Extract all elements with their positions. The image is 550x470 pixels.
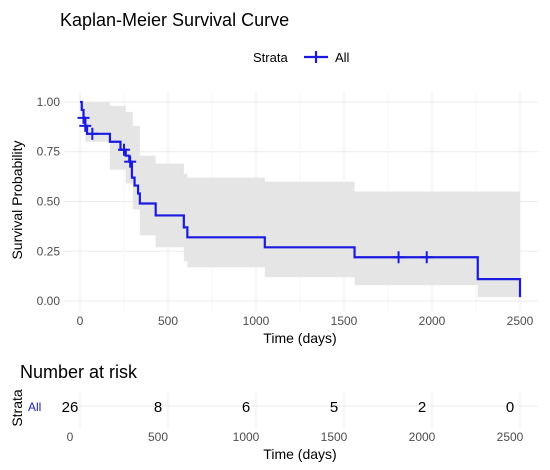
- risk-x-tick-label: 500: [148, 430, 168, 444]
- risk-x-tick-label: 0: [67, 430, 74, 444]
- risk-x-tick-labels: 0 500 1000 1500 2000 2500: [67, 430, 524, 444]
- x-tick-label: 500: [158, 314, 178, 328]
- censor-marks: [77, 111, 433, 264]
- risk-x-tick-label: 2000: [409, 430, 436, 444]
- risk-x-tick-label: 2500: [497, 430, 524, 444]
- confidence-band: [80, 101, 520, 302]
- risk-count: 2: [418, 399, 426, 416]
- risk-counts: 26 8 6 5 2 0: [62, 399, 515, 416]
- y-tick-label: 1.00: [37, 95, 61, 109]
- x-tick-label: 2500: [507, 314, 534, 328]
- x-tick-labels: 0 500 1000 1500 2000 2500: [77, 314, 534, 328]
- y-tick-label: 0.50: [37, 195, 61, 209]
- x-axis-title: Time (days): [263, 330, 336, 346]
- confidence-band-area: [80, 101, 520, 302]
- y-tick-labels: 0.00 0.25 0.50 0.75 1.00: [37, 95, 61, 308]
- risk-count: 26: [62, 399, 79, 416]
- x-tick-label: 1000: [243, 314, 270, 328]
- risk-table-strata-label: All: [28, 400, 41, 414]
- risk-table-title: Number at risk: [20, 362, 138, 382]
- legend-entry-all: All: [335, 50, 350, 65]
- risk-table-grid: [64, 392, 538, 427]
- chart-title: Kaplan-Meier Survival Curve: [60, 10, 289, 30]
- risk-count: 5: [330, 399, 338, 416]
- risk-x-tick-label: 1000: [233, 430, 260, 444]
- legend-key: [304, 51, 328, 63]
- x-tick-label: 1500: [331, 314, 358, 328]
- x-tick-label: 0: [77, 314, 84, 328]
- risk-x-tick-label: 1500: [321, 430, 348, 444]
- risk-count: 6: [242, 399, 250, 416]
- y-tick-label: 0.25: [37, 244, 61, 258]
- x-tick-label: 2000: [419, 314, 446, 328]
- risk-table-y-title: Strata: [9, 389, 25, 427]
- legend-title: Strata: [253, 50, 288, 65]
- risk-count: 8: [154, 399, 162, 416]
- y-tick-label: 0.75: [37, 145, 61, 159]
- risk-x-axis-title: Time (days): [263, 446, 336, 462]
- y-axis-title: Survival Probability: [9, 140, 25, 259]
- risk-count: 0: [506, 399, 514, 416]
- y-tick-label: 0.00: [37, 294, 61, 308]
